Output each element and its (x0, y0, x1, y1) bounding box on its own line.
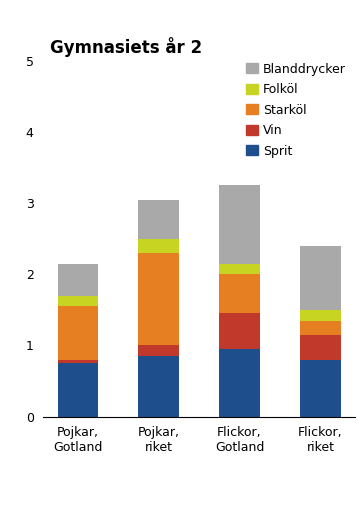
Bar (219, 264, 260, 274)
Bar (58, 264, 98, 296)
Bar (300, 246, 341, 310)
Bar (138, 253, 179, 345)
Bar (219, 185, 260, 264)
Bar (300, 310, 341, 321)
Bar (58, 363, 98, 417)
Bar (300, 360, 341, 417)
Text: Gymnasiets år 2: Gymnasiets år 2 (50, 38, 202, 57)
Bar (219, 349, 260, 417)
Bar (300, 335, 341, 360)
Bar (300, 321, 341, 335)
Bar (138, 356, 179, 417)
Bar (58, 306, 98, 360)
Bar (138, 239, 179, 253)
Bar (219, 274, 260, 313)
Legend: Blanddrycker, Folköl, Starköl, Vin, Sprit: Blanddrycker, Folköl, Starköl, Vin, Spri… (243, 60, 349, 160)
Bar (58, 360, 98, 363)
Bar (58, 296, 98, 306)
Bar (138, 200, 179, 239)
Bar (138, 345, 179, 356)
Bar (219, 313, 260, 349)
